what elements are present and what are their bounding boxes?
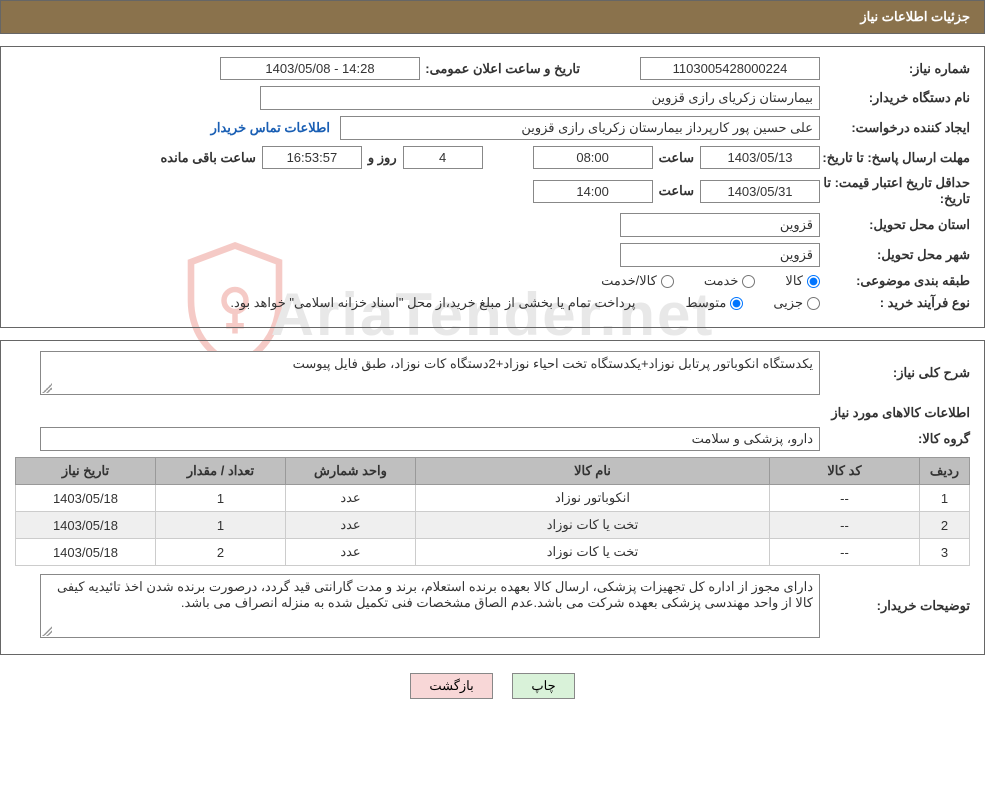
info-panel: شماره نیاز: 1103005428000224 تاریخ و ساع… bbox=[0, 46, 985, 328]
table-cell: 1403/05/18 bbox=[16, 539, 156, 566]
table-cell: 2 bbox=[156, 539, 286, 566]
table-cell: 1 bbox=[920, 485, 970, 512]
value-group: دارو، پزشکی و سلامت bbox=[40, 427, 820, 451]
table-cell: تخت یا کات نوزاد bbox=[416, 539, 770, 566]
purchase-type-note: پرداخت تمام یا بخشی از مبلغ خرید،از محل … bbox=[230, 295, 635, 311]
row-delivery-city: شهر محل تحویل: قزوین bbox=[15, 243, 970, 267]
col-date: تاریخ نیاز bbox=[16, 458, 156, 485]
table-cell: 3 bbox=[920, 539, 970, 566]
row-buyer-org: نام دستگاه خریدار: بیمارستان زکریای رازی… bbox=[15, 86, 970, 110]
back-button[interactable]: بازگشت bbox=[410, 673, 492, 699]
label-delivery-province: استان محل تحویل: bbox=[820, 217, 970, 233]
radio-medium-label: متوسط bbox=[685, 295, 743, 311]
radio-goods-label: کالا bbox=[785, 273, 820, 289]
col-qty: تعداد / مقدار bbox=[156, 458, 286, 485]
value-deadline-date: 1403/05/13 bbox=[700, 146, 820, 169]
textarea-need-desc[interactable]: یکدستگاه انکوباتور پرتابل نوزاد+یکدستگاه… bbox=[40, 351, 820, 395]
row-group: گروه کالا: دارو، پزشکی و سلامت bbox=[15, 427, 970, 451]
radio-partial-label: جزیی bbox=[773, 295, 820, 311]
value-buyer-org: بیمارستان زکریای رازی قزوین bbox=[260, 86, 820, 110]
value-deadline-days: 4 bbox=[403, 146, 483, 169]
table-cell: -- bbox=[770, 512, 920, 539]
table-cell: 1403/05/18 bbox=[16, 485, 156, 512]
label-group: گروه کالا: bbox=[820, 431, 970, 447]
label-deadline: مهلت ارسال پاسخ: تا تاریخ: bbox=[820, 150, 970, 166]
row-category: طبقه بندی موضوعی: کالا خدمت کالا/خدمت bbox=[15, 273, 970, 289]
table-row: 3--تخت یا کات نوزادعدد21403/05/18 bbox=[16, 539, 970, 566]
radio-service[interactable] bbox=[742, 275, 755, 288]
row-delivery-province: استان محل تحویل: قزوین bbox=[15, 213, 970, 237]
label-deadline-remaining: ساعت باقی مانده bbox=[160, 150, 255, 166]
radio-goods-service-label: کالا/خدمت bbox=[601, 273, 674, 289]
label-purchase-type: نوع فرآیند خرید : bbox=[820, 295, 970, 311]
label-delivery-city: شهر محل تحویل: bbox=[820, 247, 970, 263]
table-cell: 2 bbox=[920, 512, 970, 539]
table-cell: عدد bbox=[286, 485, 416, 512]
resize-handle-icon[interactable] bbox=[42, 626, 52, 636]
value-delivery-city: قزوین bbox=[620, 243, 820, 267]
value-requester: علی حسین پور کارپرداز بیمارستان زکریای ر… bbox=[340, 116, 820, 140]
row-price-validity: حداقل تاریخ اعتبار قیمت: تا تاریخ: 1403/… bbox=[15, 175, 970, 207]
page-title-bar: جزئیات اطلاعات نیاز bbox=[0, 0, 985, 34]
table-row: 2--تخت یا کات نوزادعدد11403/05/18 bbox=[16, 512, 970, 539]
label-price-validity-time: ساعت bbox=[659, 183, 694, 199]
table-row: 1--انکوباتور نوزادعدد11403/05/18 bbox=[16, 485, 970, 512]
label-deadline-time: ساعت bbox=[659, 150, 694, 166]
print-button[interactable]: چاپ bbox=[512, 673, 574, 699]
details-panel: شرح کلی نیاز: یکدستگاه انکوباتور پرتابل … bbox=[0, 340, 985, 655]
label-buyer-org: نام دستگاه خریدار: bbox=[820, 90, 970, 106]
label-need-number: شماره نیاز: bbox=[820, 61, 970, 77]
col-unit: واحد شمارش bbox=[286, 458, 416, 485]
label-price-validity: حداقل تاریخ اعتبار قیمت: تا تاریخ: bbox=[820, 175, 970, 207]
resize-handle-icon[interactable] bbox=[42, 383, 52, 393]
table-cell: عدد bbox=[286, 512, 416, 539]
value-price-validity-date: 1403/05/31 bbox=[700, 180, 820, 203]
textarea-buyer-notes[interactable]: دارای مجوز از اداره کل تجهیزات پزشکی، ار… bbox=[40, 574, 820, 638]
radio-partial[interactable] bbox=[807, 297, 820, 310]
label-category: طبقه بندی موضوعی: bbox=[820, 273, 970, 289]
row-need-desc: شرح کلی نیاز: یکدستگاه انکوباتور پرتابل … bbox=[15, 351, 970, 395]
table-cell: -- bbox=[770, 539, 920, 566]
table-cell: تخت یا کات نوزاد bbox=[416, 512, 770, 539]
label-announce-datetime: تاریخ و ساعت اعلان عمومی: bbox=[420, 61, 580, 77]
row-buyer-notes: توضیحات خریدار: دارای مجوز از اداره کل ت… bbox=[15, 574, 970, 638]
table-cell: 1403/05/18 bbox=[16, 512, 156, 539]
label-need-desc: شرح کلی نیاز: bbox=[820, 365, 970, 381]
table-cell: انکوباتور نوزاد bbox=[416, 485, 770, 512]
value-deadline-countdown: 16:53:57 bbox=[262, 146, 362, 169]
col-row: ردیف bbox=[920, 458, 970, 485]
value-deadline-time: 08:00 bbox=[533, 146, 653, 169]
col-name: نام کالا bbox=[416, 458, 770, 485]
radio-medium[interactable] bbox=[730, 297, 743, 310]
table-cell: 1 bbox=[156, 512, 286, 539]
value-price-validity-time: 14:00 bbox=[533, 180, 653, 203]
label-buyer-notes: توضیحات خریدار: bbox=[820, 598, 970, 614]
value-need-number: 1103005428000224 bbox=[640, 57, 820, 80]
button-row: چاپ بازگشت bbox=[0, 673, 985, 699]
label-requester: ایجاد کننده درخواست: bbox=[820, 120, 970, 136]
items-section-title: اطلاعات کالاهای مورد نیاز bbox=[15, 405, 970, 421]
table-header-row: ردیف کد کالا نام کالا واحد شمارش تعداد /… bbox=[16, 458, 970, 485]
value-announce-datetime: 14:28 - 1403/05/08 bbox=[220, 57, 420, 80]
table-cell: -- bbox=[770, 485, 920, 512]
row-deadline: مهلت ارسال پاسخ: تا تاریخ: 1403/05/13 سا… bbox=[15, 146, 970, 169]
radio-service-label: خدمت bbox=[704, 273, 756, 289]
col-code: کد کالا bbox=[770, 458, 920, 485]
label-deadline-days: روز و bbox=[368, 150, 397, 166]
link-buyer-contact[interactable]: اطلاعات تماس خریدار bbox=[211, 120, 330, 136]
row-need-number: شماره نیاز: 1103005428000224 تاریخ و ساع… bbox=[15, 57, 970, 80]
page-title: جزئیات اطلاعات نیاز bbox=[860, 9, 970, 24]
table-cell: 1 bbox=[156, 485, 286, 512]
radio-goods[interactable] bbox=[807, 275, 820, 288]
table-cell: عدد bbox=[286, 539, 416, 566]
radio-goods-service[interactable] bbox=[661, 275, 674, 288]
value-delivery-province: قزوین bbox=[620, 213, 820, 237]
page-container: جزئیات اطلاعات نیاز شماره نیاز: 11030054… bbox=[0, 0, 985, 699]
row-requester: ایجاد کننده درخواست: علی حسین پور کارپرد… bbox=[15, 116, 970, 140]
items-table: ردیف کد کالا نام کالا واحد شمارش تعداد /… bbox=[15, 457, 970, 566]
row-purchase-type: نوع فرآیند خرید : جزیی متوسط پرداخت تمام… bbox=[15, 295, 970, 311]
